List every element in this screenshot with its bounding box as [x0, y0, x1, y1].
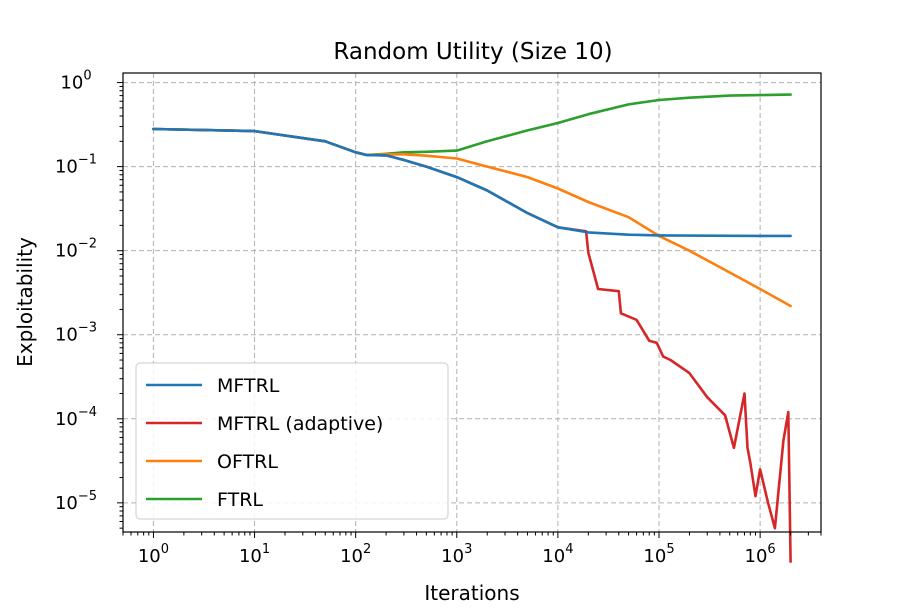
- series-line-mftrl: [152, 127, 792, 238]
- y-tick-label: 10−1: [55, 153, 97, 178]
- chart-title: Random Utility (Size 10): [333, 39, 612, 65]
- x-tick-label: 102: [340, 542, 371, 567]
- legend-label: OFTRL: [217, 451, 278, 473]
- y-tick-label: 10−5: [55, 489, 97, 514]
- legend: MFTRL MFTRL (adaptive) OFTRL FTRL: [135, 362, 449, 520]
- legend-box: [135, 362, 449, 520]
- x-tick-label: 104: [542, 542, 573, 567]
- series-line-oftrl: [152, 127, 792, 308]
- y-tick-label: 100: [60, 69, 91, 94]
- series-layer: [152, 93, 792, 563]
- x-tick-label: 106: [745, 542, 776, 567]
- x-tick-label: 105: [643, 542, 674, 567]
- plot-frame: [122, 72, 822, 533]
- x-tick-label: 100: [138, 542, 169, 567]
- legend-label: MFTRL: [217, 375, 280, 397]
- y-axis-label: Exploitability: [13, 237, 37, 367]
- series-line-ftrl: [152, 93, 792, 157]
- y-tick-label: 10−4: [55, 405, 97, 430]
- y-tick-label: 10−3: [55, 321, 97, 346]
- y-tick-label: 10−2: [55, 237, 97, 262]
- x-tick-label: 103: [441, 542, 472, 567]
- legend-label: MFTRL (adaptive): [217, 413, 383, 435]
- x-axis-label: Iterations: [424, 581, 519, 605]
- x-tick-label: 101: [239, 542, 270, 567]
- legend-label: FTRL: [217, 489, 263, 511]
